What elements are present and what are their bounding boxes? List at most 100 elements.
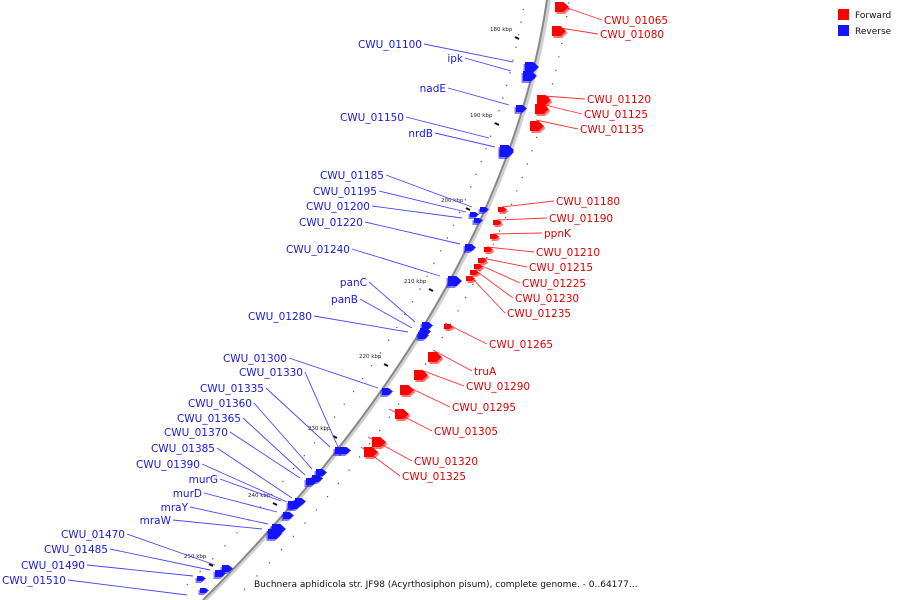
gene-label-cwu-01135[interactable]: CWU_01135 xyxy=(580,124,644,136)
guide-dot xyxy=(333,416,336,418)
guide-dot xyxy=(520,21,522,23)
guide-dot xyxy=(358,456,361,458)
genome-backbone-shadow xyxy=(203,0,551,600)
gene-label-cwu-01100[interactable]: CWU_01100 xyxy=(358,39,422,51)
guide-dot xyxy=(304,522,306,524)
guide-dot xyxy=(531,150,533,152)
leader-cwu-01230 xyxy=(474,269,514,299)
leader-cwu-01210 xyxy=(486,246,535,253)
gene-label-cwu-01235[interactable]: CWU_01235 xyxy=(507,308,571,320)
gene-label-cwu-01200[interactable]: CWU_01200 xyxy=(306,201,370,213)
gene-label-cwu-01195[interactable]: CWU_01195 xyxy=(313,186,377,198)
gene-label-cwu-01210[interactable]: CWU_01210 xyxy=(536,247,600,259)
genome-backbone xyxy=(202,0,548,600)
guide-dot xyxy=(464,199,466,201)
gene-label-cwu-01360[interactable]: CWU_01360 xyxy=(188,398,252,410)
guide-dot xyxy=(292,535,295,538)
tick-mark xyxy=(465,207,471,211)
gene-label-cwu-01365[interactable]: CWU_01365 xyxy=(177,413,241,425)
reverse-feature-cwu-01185 xyxy=(478,207,489,214)
leader-mraw xyxy=(172,519,263,530)
reverse-feature-cwu-01200 xyxy=(472,218,483,225)
gene-label-cwu-01335[interactable]: CWU_01335 xyxy=(200,383,264,395)
forward-feature-cwu-01080 xyxy=(552,26,568,38)
gene-label-mraw[interactable]: mraW xyxy=(140,515,172,527)
gene-label-cwu-01080[interactable]: CWU_01080 xyxy=(600,29,664,41)
gene-label-ppnk[interactable]: ppnK xyxy=(544,228,572,240)
gene-label-nrdb[interactable]: nrdB xyxy=(408,128,433,140)
gene-label-cwu-01190[interactable]: CWU_01190 xyxy=(549,213,613,225)
guide-dot xyxy=(268,562,271,564)
gene-label-cwu-01265[interactable]: CWU_01265 xyxy=(489,339,553,351)
gene-label-cwu-01120[interactable]: CWU_01120 xyxy=(587,94,651,106)
gene-label-cwu-01230[interactable]: CWU_01230 xyxy=(515,293,579,305)
gene-label-cwu-01225[interactable]: CWU_01225 xyxy=(522,278,586,290)
gene-label-cwu-01280[interactable]: CWU_01280 xyxy=(248,311,312,323)
label-layer: CWU_01065 CWU_01080 CWU_01120 CWU_01125 CWU_… xyxy=(2,15,668,587)
gene-label-cwu-01215[interactable]: CWU_01215 xyxy=(529,262,593,274)
forward-feature-cwu-01210 xyxy=(484,247,495,254)
guide-dot xyxy=(186,583,189,586)
gene-label-cwu-01180[interactable]: CWU_01180 xyxy=(556,196,620,208)
leader-cwu-01485 xyxy=(109,548,211,571)
gene-label-trua[interactable]: truA xyxy=(474,366,497,378)
gene-label-cwu-01300[interactable]: CWU_01300 xyxy=(223,353,287,365)
legend-forward-label: Forward xyxy=(855,11,891,21)
gene-label-cwu-01385[interactable]: CWU_01385 xyxy=(151,443,215,455)
leader-cwu-01135 xyxy=(535,119,579,130)
gene-label-cwu-01150[interactable]: CWU_01150 xyxy=(340,112,404,124)
guide-dot xyxy=(368,443,371,445)
gene-label-cwu-01390[interactable]: CWU_01390 xyxy=(136,459,200,471)
reverse-feature-nade xyxy=(514,105,527,114)
guide-dot xyxy=(348,469,350,471)
gene-label-cwu-01290[interactable]: CWU_01290 xyxy=(466,381,530,393)
forward-feature-cwu-01290 xyxy=(414,370,430,382)
forward-feature-cwu-01180 xyxy=(498,207,509,214)
gene-label-nade[interactable]: nadE xyxy=(420,83,446,95)
guide-dot xyxy=(388,416,390,418)
guide-dot xyxy=(343,403,345,405)
guide-dot xyxy=(326,496,329,498)
leader-cwu-01385 xyxy=(216,447,293,499)
guide-dot xyxy=(485,148,487,150)
gene-label-cwu-01125[interactable]: CWU_01125 xyxy=(584,109,648,121)
tick-label-210-kbp: 210 kbp xyxy=(404,279,427,285)
gene-label-cwu-01330[interactable]: CWU_01330 xyxy=(239,367,303,379)
gene-label-cwu-01305[interactable]: CWU_01305 xyxy=(434,426,498,438)
gene-label-panb[interactable]: panB xyxy=(331,294,358,306)
gene-label-cwu-01295[interactable]: CWU_01295 xyxy=(452,402,516,414)
gene-label-cwu-01370[interactable]: CWU_01370 xyxy=(164,427,228,439)
gene-label-cwu-01220[interactable]: CWU_01220 xyxy=(299,217,363,229)
guide-dot xyxy=(498,110,500,112)
gene-label-ipk[interactable]: ipk xyxy=(447,53,464,65)
reverse-feature-murd xyxy=(281,512,294,521)
reverse-feature-cwu-01335 xyxy=(333,447,346,456)
leader-cwu-01335 xyxy=(265,387,331,448)
leader-cwu-01290 xyxy=(420,369,465,387)
reverse-feature-cwu-01370 xyxy=(304,478,317,487)
gene-label-cwu-01325[interactable]: CWU_01325 xyxy=(402,471,466,483)
leader-cwu-01490 xyxy=(86,564,194,577)
gene-label-cwu-01185[interactable]: CWU_01185 xyxy=(320,170,384,182)
guide-dot xyxy=(370,365,373,367)
guide-dot xyxy=(404,313,406,316)
guide-dot xyxy=(561,42,563,45)
gene-label-cwu-01240[interactable]: CWU_01240 xyxy=(286,244,350,256)
guide-dot xyxy=(388,339,390,341)
gene-label-murg[interactable]: murG xyxy=(189,474,218,486)
leader-cwu-01280 xyxy=(313,315,409,333)
gene-label-cwu-01470[interactable]: CWU_01470 xyxy=(61,529,125,541)
gene-label-cwu-01490[interactable]: CWU_01490 xyxy=(21,560,85,572)
guide-dot xyxy=(424,363,427,365)
guide-dot xyxy=(236,532,238,534)
gene-label-cwu-01320[interactable]: CWU_01320 xyxy=(414,456,478,468)
gene-label-mray[interactable]: mraY xyxy=(161,502,189,514)
forward-feature-cwu-01135 xyxy=(530,121,546,133)
gene-label-panc[interactable]: panC xyxy=(340,277,367,289)
gene-label-cwu-01485[interactable]: CWU_01485 xyxy=(44,544,108,556)
gene-label-murd[interactable]: murD xyxy=(173,488,202,500)
gene-label-cwu-01065[interactable]: CWU_01065 xyxy=(604,15,668,27)
gene-label-cwu-01510[interactable]: CWU_01510 xyxy=(2,575,66,587)
guide-dot xyxy=(480,160,482,163)
